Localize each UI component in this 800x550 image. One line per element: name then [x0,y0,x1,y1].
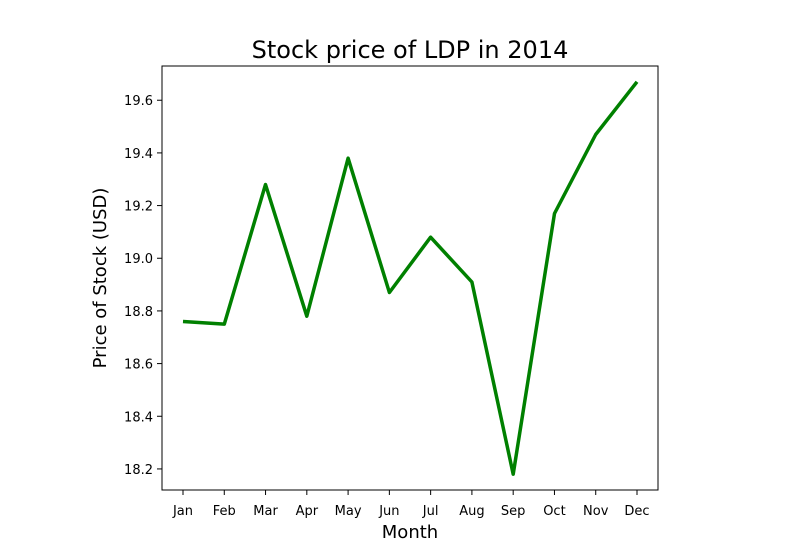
x-tick-label-may: May [335,504,362,519]
y-tick-label-18.8: 18.8 [124,305,153,320]
y-tick-label-18.2: 18.2 [124,463,153,478]
y-tick-label-19.2: 19.2 [124,200,153,215]
x-tick-label-apr: Apr [296,504,319,519]
x-tick-label-nov: Nov [583,504,609,519]
x-tick-label-sep: Sep [501,504,526,519]
x-tick-label-feb: Feb [213,504,236,519]
y-tick-label-19.0: 19.0 [124,252,153,267]
x-tick-label-jul: Jul [422,504,439,519]
y-axis-title: Price of Stock (USD) [90,188,111,369]
y-tick-label-19.6: 19.6 [124,94,153,109]
x-tick-label-mar: Mar [253,504,278,519]
series-line-0 [182,80,639,476]
x-tick-label-jun: Jun [378,504,399,519]
x-tick-label-oct: Oct [543,504,565,519]
plot-area: Jan Feb Mar Apr May Jun Jul Aug Sep Oct Nov Dec 18.2… [124,80,650,519]
chart-title: Stock price of LDP in 2014 [252,36,569,64]
x-tick-label-aug: Aug [459,504,484,519]
y-tick-label-18.6: 18.6 [124,358,153,373]
y-tick-label-18.4: 18.4 [124,410,153,425]
x-tick-label-dec: Dec [624,504,649,519]
axes-frame [161,65,659,491]
x-tick-label-jan: Jan [172,504,193,519]
x-axis-title: Month [382,522,438,543]
y-tick-label-19.4: 19.4 [124,147,153,162]
